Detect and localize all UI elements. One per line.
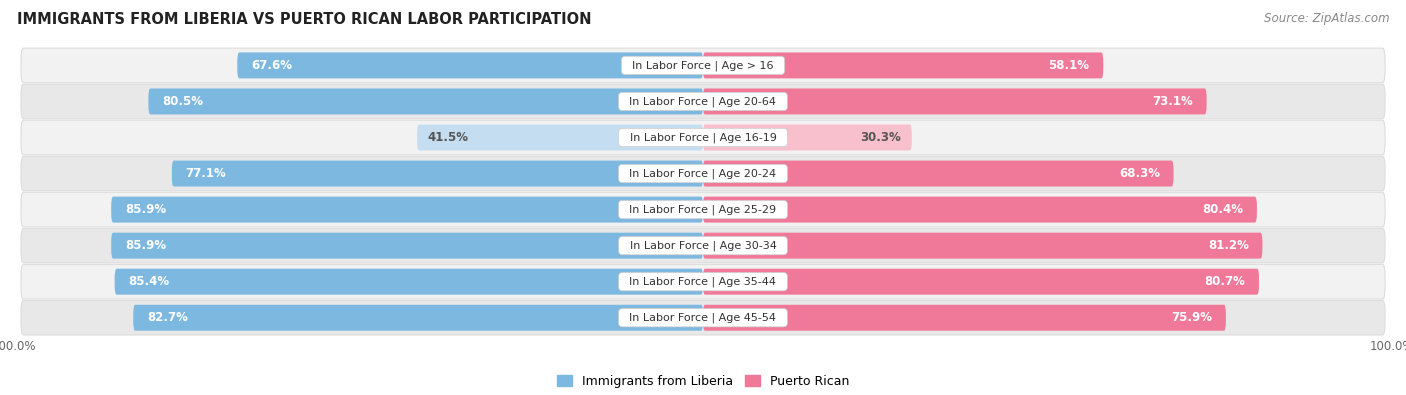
Text: 85.9%: 85.9% — [125, 203, 166, 216]
Text: 77.1%: 77.1% — [186, 167, 226, 180]
FancyBboxPatch shape — [115, 269, 703, 295]
FancyBboxPatch shape — [418, 124, 703, 150]
FancyBboxPatch shape — [703, 53, 1104, 78]
Text: In Labor Force | Age 35-44: In Labor Force | Age 35-44 — [623, 276, 783, 287]
Text: IMMIGRANTS FROM LIBERIA VS PUERTO RICAN LABOR PARTICIPATION: IMMIGRANTS FROM LIBERIA VS PUERTO RICAN … — [17, 12, 592, 27]
Text: 80.5%: 80.5% — [162, 95, 204, 108]
FancyBboxPatch shape — [703, 305, 1226, 331]
Text: 82.7%: 82.7% — [148, 311, 188, 324]
Text: In Labor Force | Age 45-54: In Labor Force | Age 45-54 — [623, 312, 783, 323]
FancyBboxPatch shape — [21, 48, 1385, 83]
FancyBboxPatch shape — [21, 192, 1385, 227]
Text: In Labor Force | Age 25-29: In Labor Force | Age 25-29 — [623, 204, 783, 215]
Text: Source: ZipAtlas.com: Source: ZipAtlas.com — [1264, 12, 1389, 25]
Text: In Labor Force | Age > 16: In Labor Force | Age > 16 — [626, 60, 780, 71]
Text: In Labor Force | Age 20-24: In Labor Force | Age 20-24 — [623, 168, 783, 179]
FancyBboxPatch shape — [703, 269, 1258, 295]
Legend: Immigrants from Liberia, Puerto Rican: Immigrants from Liberia, Puerto Rican — [551, 370, 855, 393]
Text: In Labor Force | Age 16-19: In Labor Force | Age 16-19 — [623, 132, 783, 143]
Text: In Labor Force | Age 30-34: In Labor Force | Age 30-34 — [623, 241, 783, 251]
FancyBboxPatch shape — [111, 197, 703, 222]
FancyBboxPatch shape — [21, 120, 1385, 155]
Text: 81.2%: 81.2% — [1208, 239, 1249, 252]
FancyBboxPatch shape — [111, 233, 703, 259]
Text: 75.9%: 75.9% — [1171, 311, 1212, 324]
FancyBboxPatch shape — [149, 88, 703, 115]
Text: 68.3%: 68.3% — [1119, 167, 1160, 180]
FancyBboxPatch shape — [238, 53, 703, 78]
Text: 85.9%: 85.9% — [125, 239, 166, 252]
Text: 73.1%: 73.1% — [1152, 95, 1192, 108]
FancyBboxPatch shape — [21, 156, 1385, 191]
Text: 30.3%: 30.3% — [860, 131, 901, 144]
Text: 67.6%: 67.6% — [252, 59, 292, 72]
FancyBboxPatch shape — [703, 161, 1174, 186]
Text: 41.5%: 41.5% — [427, 131, 468, 144]
FancyBboxPatch shape — [703, 197, 1257, 222]
FancyBboxPatch shape — [172, 161, 703, 186]
Text: 80.4%: 80.4% — [1202, 203, 1243, 216]
FancyBboxPatch shape — [703, 124, 911, 150]
FancyBboxPatch shape — [703, 233, 1263, 259]
Text: 58.1%: 58.1% — [1049, 59, 1090, 72]
FancyBboxPatch shape — [21, 84, 1385, 119]
FancyBboxPatch shape — [21, 228, 1385, 263]
Text: In Labor Force | Age 20-64: In Labor Force | Age 20-64 — [623, 96, 783, 107]
Text: 80.7%: 80.7% — [1205, 275, 1246, 288]
FancyBboxPatch shape — [134, 305, 703, 331]
FancyBboxPatch shape — [21, 264, 1385, 299]
FancyBboxPatch shape — [703, 88, 1206, 115]
FancyBboxPatch shape — [21, 301, 1385, 335]
Text: 85.4%: 85.4% — [128, 275, 170, 288]
